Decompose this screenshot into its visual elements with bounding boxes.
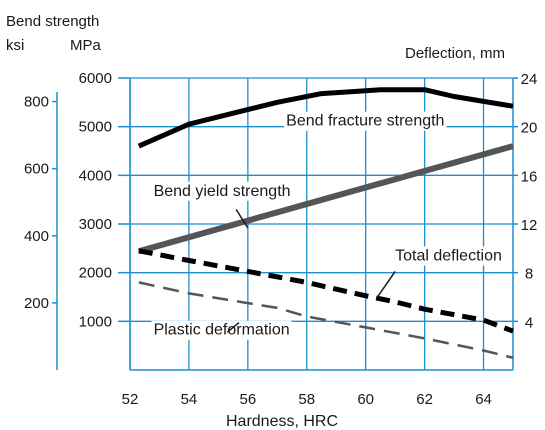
mpa-tick-label-1000: 1000: [79, 313, 112, 330]
x-tick-label-62: 62: [416, 391, 433, 408]
ksi-tick-label-400: 400: [24, 228, 49, 245]
mpa-tick-label-2000: 2000: [79, 265, 112, 282]
plastic-deformation-label: Plastic deformation: [154, 322, 290, 339]
total-deflection-label-background: [393, 246, 504, 266]
deflection-tick-label-8: 8: [525, 266, 533, 283]
total-deflection-line: [138, 248, 514, 334]
plastic-deformation-label-background: [151, 320, 292, 340]
ksi-unit-label: ksi: [6, 37, 25, 54]
axis-layer: 52 54 56 58 60 62 64 1000 2000 3000 4000 5000 6000 20…: [24, 70, 537, 408]
bend-fracture-strength-label-background: [284, 111, 447, 131]
plastic-deformation-line: [138, 281, 514, 360]
total-deflection-label: Total deflection: [395, 248, 502, 265]
mpa-tick-label-6000: 6000: [79, 70, 112, 87]
annotation-layer: Bend fracture strength Bend yield strengt…: [151, 111, 504, 340]
mpa-tick-label-4000: 4000: [79, 167, 112, 184]
bend-fracture-line: [137, 87, 514, 149]
deflection-tick-label-24: 24: [521, 71, 538, 88]
bend-yield-strength-label-background: [151, 181, 293, 201]
mpa-unit-label: MPa: [70, 37, 101, 54]
ksi-tick-label-600: 600: [24, 161, 49, 178]
series-layer: [137, 87, 514, 360]
bend-fracture-strength-label: Bend fracture strength: [286, 113, 444, 130]
x-tick-label-56: 56: [240, 391, 257, 408]
total-deflection-leader-line: [376, 271, 396, 298]
x-tick-label-58: 58: [298, 391, 315, 408]
x-axis-label: Hardness, HRC: [226, 413, 339, 430]
bend-yield-leader-line: [235, 208, 249, 229]
ksi-tick-label-200: 200: [24, 295, 49, 312]
ksi-tick-label-800: 800: [24, 94, 49, 111]
plastic-deformation-leader-line: [226, 321, 240, 333]
deflection-tick-label-4: 4: [525, 314, 533, 331]
x-tick-label-52: 52: [122, 391, 139, 408]
mpa-tick-label-5000: 5000: [79, 119, 112, 136]
x-tick-label-54: 54: [181, 391, 198, 408]
deflection-tick-label-16: 16: [521, 168, 538, 185]
bend-yield-line: [137, 143, 514, 255]
x-tick-label-60: 60: [357, 391, 374, 408]
bend-yield-strength-label: Bend yield strength: [154, 183, 291, 200]
deflection-axis-label: Deflection, mm: [405, 45, 506, 62]
mpa-tick-label-3000: 3000: [79, 216, 112, 233]
deflection-tick-label-20: 20: [521, 120, 538, 137]
deflection-tick-label-12: 12: [521, 217, 538, 234]
bend-strength-label: Bend strength: [6, 13, 100, 30]
x-tick-label-64: 64: [475, 391, 492, 408]
